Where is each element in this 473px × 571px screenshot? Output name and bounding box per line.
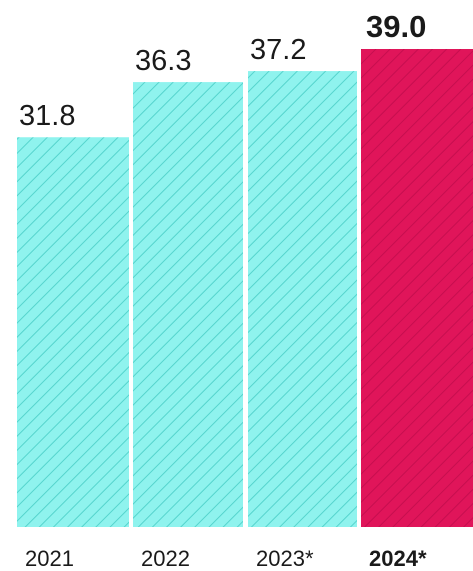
value-label-2023: 37.2: [250, 34, 306, 66]
value-label-2021: 31.8: [19, 100, 75, 132]
x-tick-label-2022: 2022: [141, 546, 190, 571]
bar-2021: [17, 137, 129, 527]
bar-2023: [248, 71, 357, 528]
x-tick-labels-group: 2021 2022 2023* 2024*: [25, 546, 427, 571]
bar-2022: [133, 82, 243, 527]
value-label-2024: 39.0: [366, 9, 426, 44]
value-labels-group: 31.8 36.3 37.2 39.0: [19, 9, 426, 132]
bar-2024: [361, 49, 473, 527]
x-tick-label-2024: 2024*: [369, 546, 427, 571]
x-tick-label-2021: 2021: [25, 546, 74, 571]
value-label-2022: 36.3: [135, 45, 191, 77]
bars-group: [17, 49, 473, 528]
x-tick-label-2023: 2023*: [256, 546, 314, 571]
